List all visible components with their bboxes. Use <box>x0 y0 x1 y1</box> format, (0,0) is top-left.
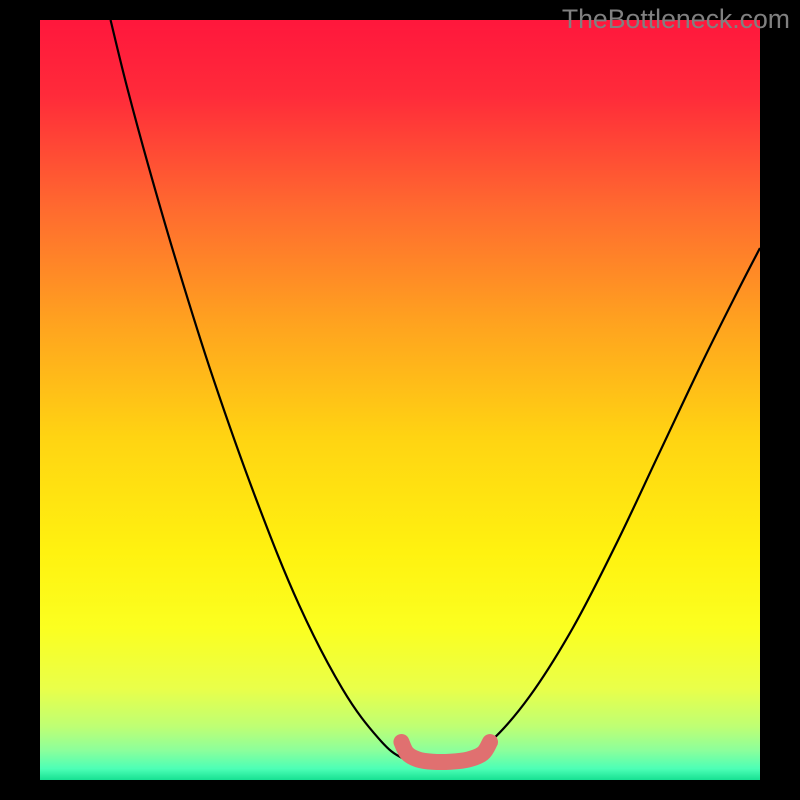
watermark-text: TheBottleneck.com <box>562 4 790 35</box>
chart-svg <box>0 0 800 800</box>
plot-background <box>40 20 760 780</box>
chart-container: TheBottleneck.com <box>0 0 800 800</box>
